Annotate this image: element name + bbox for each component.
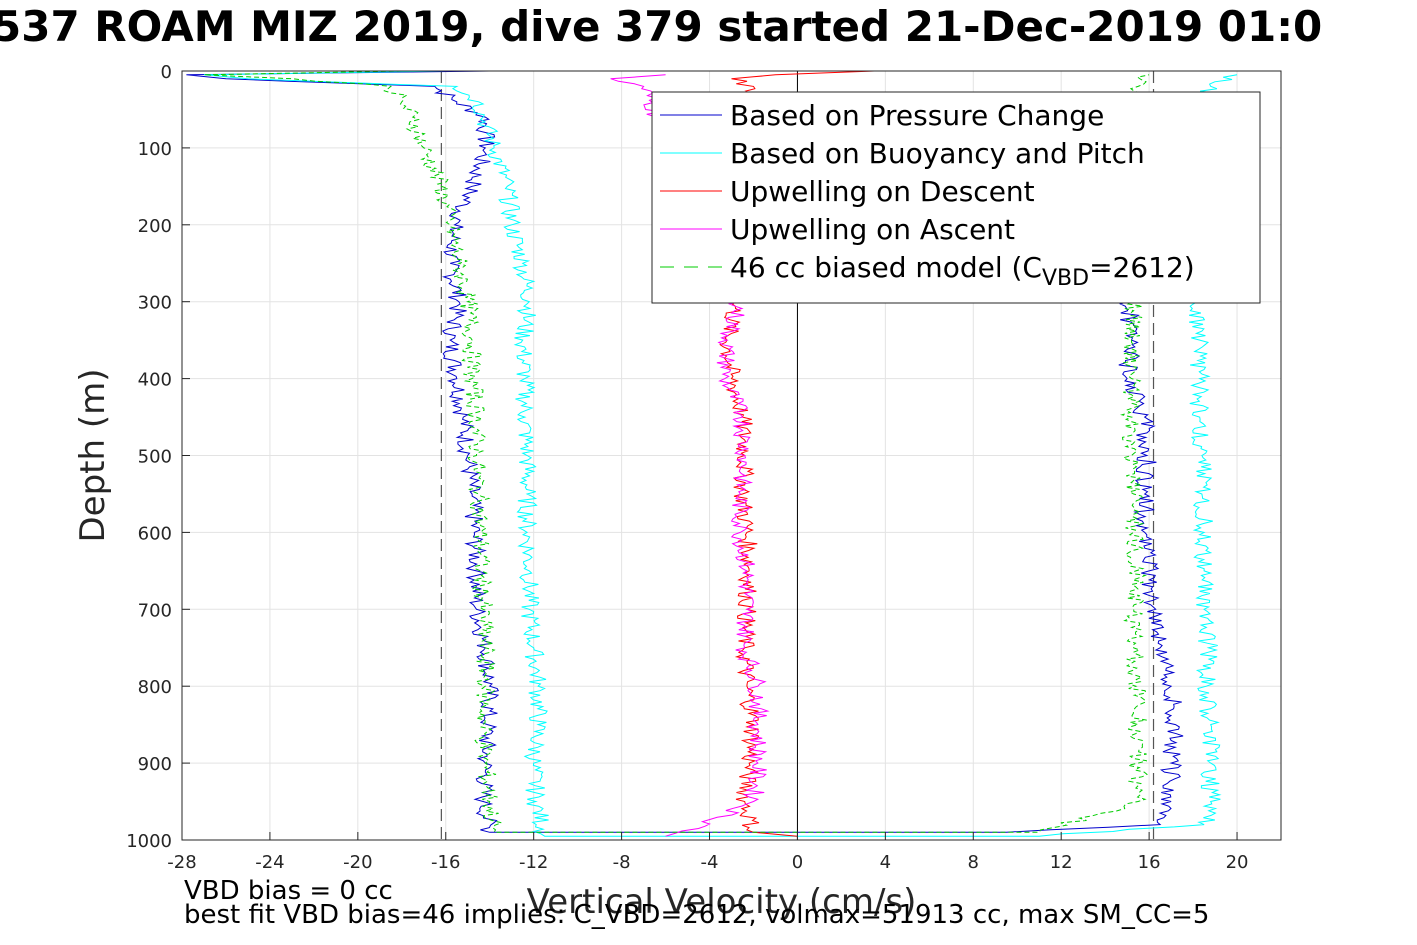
y-tick-label: 800	[138, 677, 172, 698]
y-tick-label: 900	[138, 754, 172, 775]
legend-label: Based on Pressure Change	[730, 99, 1104, 132]
chart-title: 537 ROAM MIZ 2019, dive 379 started 21-D…	[0, 2, 1323, 51]
x-tick-label: -16	[431, 852, 460, 873]
x-tick-label: -20	[343, 852, 372, 873]
y-tick-label: 300	[138, 293, 172, 314]
y-tick-label: 600	[138, 523, 172, 544]
x-tick-label: 8	[968, 852, 979, 873]
legend: Based on Pressure Change Based on Buoyanc…	[651, 91, 1261, 304]
y-tick-label: 400	[138, 370, 172, 391]
legend-label: Based on Buoyancy and Pitch	[730, 137, 1145, 170]
x-tick-label: 4	[880, 852, 891, 873]
legend-label: Upwelling on Ascent	[730, 213, 1015, 246]
vbd-bias-note: VBD bias = 0 cc	[184, 876, 393, 906]
x-tick-label: 20	[1226, 852, 1249, 873]
series-line-2	[203, 70, 1238, 837]
y-tick-label: 200	[138, 216, 172, 237]
x-tick-label: -4	[701, 852, 719, 873]
y-axis-label: Depth (m)	[73, 368, 113, 542]
x-tick-label: -8	[613, 852, 631, 873]
best-fit-note: best fit VBD bias=46 implies: C_VBD=2612…	[184, 900, 1210, 930]
legend-label: 46 cc biased model (CVBD=2612)	[730, 251, 1195, 291]
x-tick-label: 0	[792, 852, 803, 873]
y-tick-label: 700	[138, 600, 172, 621]
x-tick-label: -28	[167, 852, 196, 873]
x-tick-label: 12	[1050, 852, 1073, 873]
y-tick-label: 1000	[126, 831, 172, 852]
x-tick-label: -12	[519, 852, 548, 873]
y-tick-label: 500	[138, 447, 172, 468]
legend-label: Upwelling on Descent	[730, 175, 1035, 208]
x-axis-label: Vertical Velocity (cm/s)	[527, 882, 917, 922]
series-line-1	[186, 70, 1184, 833]
y-tick-label: 100	[138, 139, 172, 160]
x-tick-label: -24	[255, 852, 284, 873]
series-line-5	[203, 70, 1151, 833]
y-tick-label: 0	[161, 62, 172, 83]
x-tick-label: 16	[1138, 852, 1161, 873]
legend-box	[651, 91, 1261, 304]
